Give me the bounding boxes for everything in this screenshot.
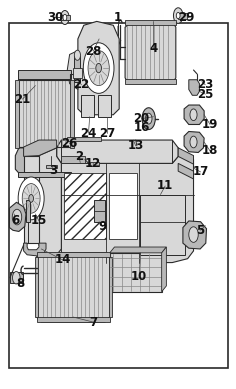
- Circle shape: [74, 50, 80, 60]
- Circle shape: [96, 63, 101, 73]
- Text: 18: 18: [202, 144, 218, 158]
- Polygon shape: [9, 202, 26, 231]
- Text: 21: 21: [14, 93, 30, 106]
- Text: 27: 27: [99, 126, 115, 140]
- Text: 19: 19: [202, 118, 218, 131]
- Polygon shape: [67, 137, 101, 141]
- Circle shape: [145, 113, 152, 124]
- Text: 14: 14: [54, 253, 71, 266]
- Bar: [109, 173, 137, 239]
- Text: 11: 11: [157, 179, 173, 193]
- Circle shape: [190, 109, 197, 121]
- Circle shape: [29, 194, 34, 202]
- Bar: [15, 80, 19, 148]
- Text: 22: 22: [73, 78, 89, 91]
- Polygon shape: [37, 253, 110, 322]
- Bar: [110, 253, 162, 292]
- Polygon shape: [184, 131, 204, 152]
- Polygon shape: [24, 156, 39, 243]
- Polygon shape: [78, 21, 119, 115]
- Text: 13: 13: [128, 139, 144, 152]
- Text: 2: 2: [75, 150, 83, 163]
- Polygon shape: [15, 148, 73, 173]
- Circle shape: [18, 177, 44, 220]
- Polygon shape: [24, 243, 46, 256]
- Circle shape: [22, 184, 40, 213]
- Bar: [60, 15, 70, 20]
- Text: 3: 3: [49, 164, 57, 177]
- Text: 28: 28: [85, 45, 101, 58]
- Circle shape: [63, 14, 67, 21]
- Text: 16: 16: [133, 121, 150, 134]
- Polygon shape: [162, 247, 166, 292]
- Text: 24: 24: [80, 126, 97, 140]
- Bar: [26, 200, 30, 222]
- Text: 25: 25: [197, 88, 214, 101]
- Bar: [74, 56, 80, 82]
- Polygon shape: [178, 148, 194, 164]
- Bar: [94, 200, 105, 222]
- Polygon shape: [24, 140, 57, 156]
- Bar: [178, 13, 187, 19]
- Bar: [64, 173, 106, 239]
- Bar: [109, 257, 112, 317]
- Bar: [140, 194, 185, 255]
- Bar: [98, 95, 111, 117]
- Text: 10: 10: [131, 270, 147, 284]
- Text: 12: 12: [85, 157, 101, 170]
- Circle shape: [13, 272, 20, 284]
- Text: 7: 7: [89, 315, 97, 329]
- Bar: [70, 80, 74, 148]
- Text: 4: 4: [149, 42, 157, 55]
- Bar: [37, 252, 110, 257]
- Bar: [125, 79, 176, 84]
- Text: 29: 29: [178, 11, 195, 24]
- Circle shape: [176, 12, 180, 19]
- Circle shape: [190, 136, 197, 148]
- Bar: [73, 68, 82, 78]
- Polygon shape: [184, 105, 204, 124]
- Text: 9: 9: [99, 220, 107, 233]
- Bar: [37, 317, 110, 322]
- Bar: [18, 70, 71, 79]
- Text: 6: 6: [11, 214, 19, 228]
- Text: 30: 30: [47, 11, 63, 24]
- Polygon shape: [189, 80, 199, 95]
- Text: 26: 26: [61, 137, 78, 151]
- Bar: [18, 172, 71, 177]
- Polygon shape: [183, 221, 206, 249]
- Text: 17: 17: [193, 165, 209, 179]
- Text: 23: 23: [197, 78, 213, 91]
- Circle shape: [83, 43, 114, 93]
- Bar: [125, 20, 176, 25]
- Text: 8: 8: [16, 277, 24, 290]
- Bar: [18, 79, 71, 147]
- Polygon shape: [57, 140, 178, 163]
- Circle shape: [173, 8, 183, 23]
- Bar: [10, 272, 23, 283]
- Bar: [9, 23, 228, 368]
- Text: 15: 15: [31, 214, 47, 228]
- Polygon shape: [178, 163, 194, 179]
- Polygon shape: [110, 247, 166, 253]
- Polygon shape: [39, 148, 61, 255]
- Bar: [81, 95, 94, 117]
- Circle shape: [61, 11, 69, 25]
- Bar: [46, 165, 57, 168]
- Circle shape: [189, 227, 198, 242]
- Circle shape: [142, 108, 155, 130]
- Polygon shape: [125, 21, 176, 84]
- Polygon shape: [67, 51, 78, 89]
- Text: 20: 20: [134, 112, 150, 125]
- Bar: [35, 257, 38, 317]
- Bar: [90, 162, 99, 166]
- Polygon shape: [61, 148, 194, 263]
- Text: 1: 1: [114, 11, 122, 24]
- Circle shape: [88, 51, 109, 86]
- Circle shape: [12, 209, 22, 225]
- Text: 5: 5: [197, 224, 205, 237]
- Polygon shape: [61, 156, 85, 163]
